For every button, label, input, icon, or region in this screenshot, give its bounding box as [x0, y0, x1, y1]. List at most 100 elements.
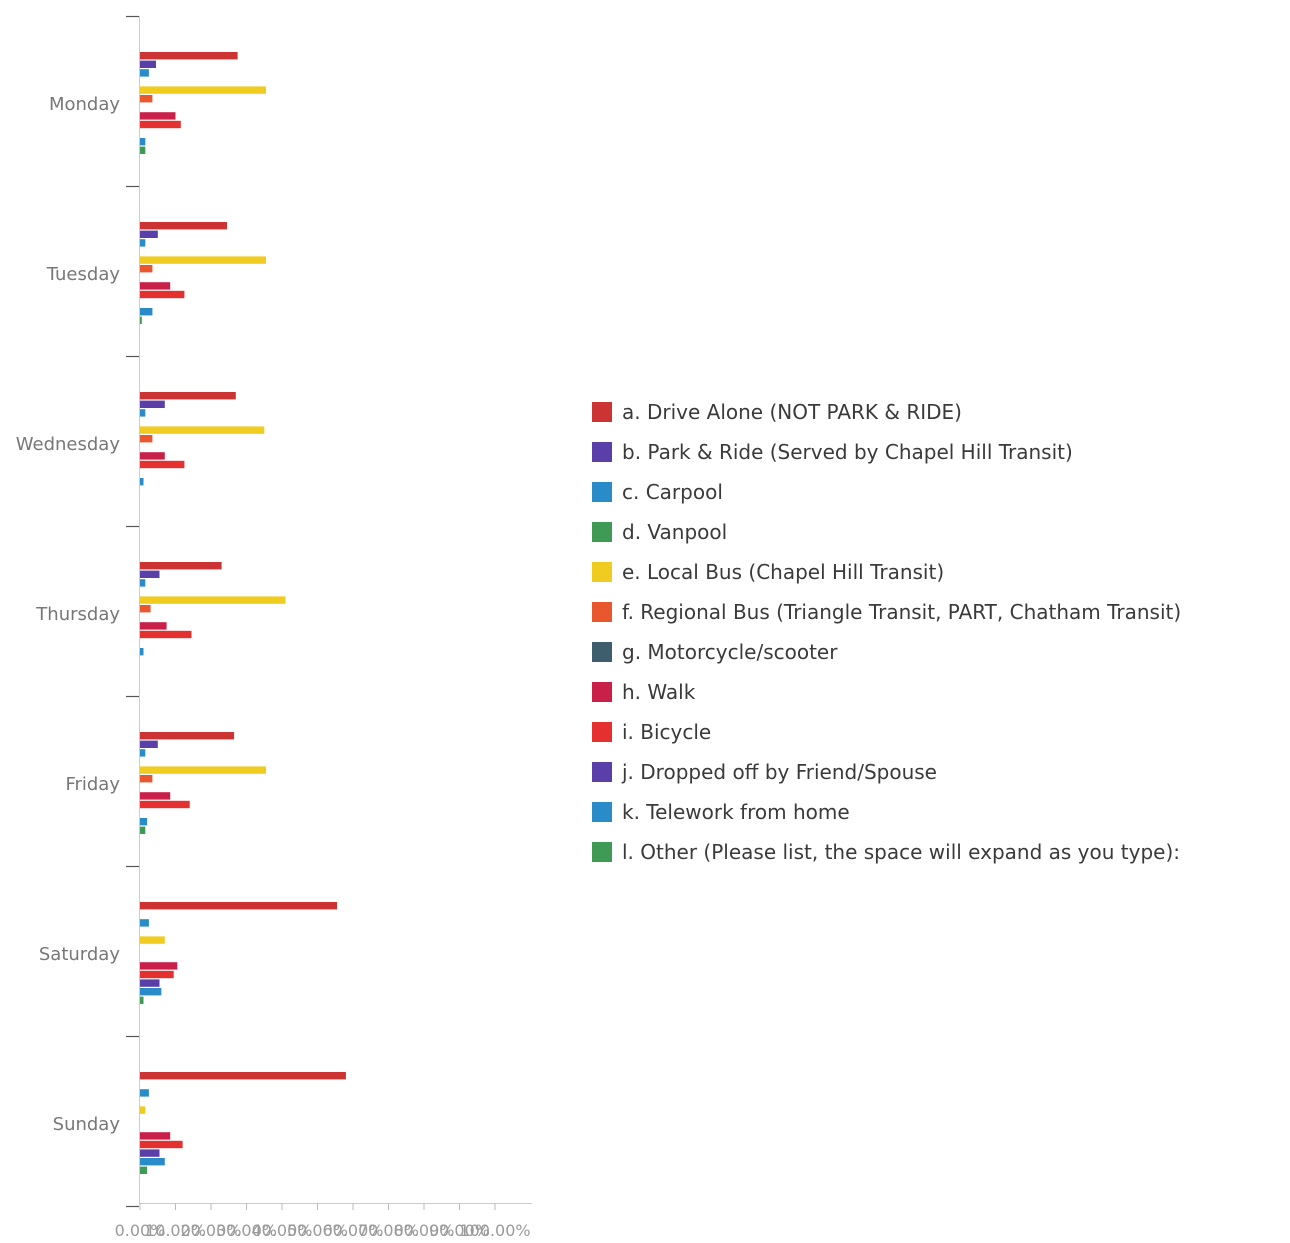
bar: [140, 732, 235, 740]
x-tick-label: 30.00%: [216, 1221, 277, 1240]
category-label: Monday: [49, 94, 120, 115]
legend-item: e. Local Bus (Chapel Hill Transit): [592, 552, 1181, 592]
bar: [140, 256, 266, 264]
bar: [140, 996, 144, 1004]
bar: [140, 392, 236, 400]
bar: [140, 648, 144, 656]
bar: [140, 112, 176, 120]
bar: [140, 766, 266, 774]
bar: [140, 775, 153, 783]
x-tick-label: 0.00%: [115, 1221, 166, 1240]
category-label: Saturday: [39, 944, 120, 965]
legend-swatch: [592, 722, 612, 742]
legend-swatch: [592, 482, 612, 502]
legend-label: i. Bicycle: [622, 720, 712, 744]
legend-label: l. Other (Please list, the space will ex…: [622, 840, 1180, 864]
bar: [140, 265, 153, 273]
bar: [140, 409, 146, 417]
bar: [140, 426, 265, 434]
bar: [140, 1158, 165, 1166]
legend-swatch: [592, 642, 612, 662]
legend-label: f. Regional Bus (Triangle Transit, PART,…: [622, 600, 1182, 624]
legend-item: g. Motorcycle/scooter: [592, 632, 1181, 672]
legend-swatch: [592, 762, 612, 782]
legend-label: a. Drive Alone (NOT PARK & RIDE): [622, 400, 962, 424]
legend-item: h. Walk: [592, 672, 1181, 712]
legend-swatch: [592, 402, 612, 422]
legend-label: d. Vanpool: [622, 520, 728, 544]
bar: [140, 1132, 171, 1140]
bar: [140, 579, 146, 587]
legend-swatch: [592, 522, 612, 542]
legend-item: i. Bicycle: [592, 712, 1181, 752]
bar: [140, 605, 151, 613]
x-tick-label: 70.00%: [358, 1221, 419, 1240]
bar: [140, 919, 149, 927]
legend-label: g. Motorcycle/scooter: [622, 640, 838, 664]
bar: [140, 800, 190, 809]
category-label: Thursday: [35, 604, 120, 625]
legend-swatch: [592, 562, 612, 582]
category-label: Wednesday: [16, 434, 121, 455]
bar: [140, 792, 171, 800]
bar: [140, 52, 238, 60]
legend-label: h. Walk: [622, 680, 696, 704]
bar: [140, 60, 156, 68]
bar: [140, 120, 181, 129]
legend-swatch: [592, 682, 612, 702]
x-tick-label: 40.00%: [251, 1221, 312, 1240]
legend-label: j. Dropped off by Friend/Spouse: [622, 760, 937, 784]
x-tick-label: 90.00%: [429, 1221, 490, 1240]
bar: [140, 630, 192, 639]
legend-label: c. Carpool: [622, 480, 723, 504]
bar: [140, 622, 167, 630]
bar: [140, 230, 158, 238]
legend-label: e. Local Bus (Chapel Hill Transit): [622, 560, 945, 584]
bar: [140, 970, 174, 979]
x-tick-label: 100.00%: [459, 1221, 530, 1240]
category-label: Sunday: [53, 1114, 121, 1135]
bar: [140, 749, 146, 757]
bar: [140, 95, 153, 103]
bar: [140, 146, 146, 154]
bar: [140, 86, 266, 94]
bar: [140, 316, 142, 324]
bar: [140, 979, 160, 987]
legend: a. Drive Alone (NOT PARK & RIDE) b. Park …: [592, 392, 1181, 872]
bar: [140, 282, 171, 290]
bar: [140, 1166, 148, 1174]
legend-label: k. Telework from home: [622, 800, 850, 824]
bar: [140, 826, 146, 834]
bar: [140, 1140, 183, 1149]
bar: [140, 290, 185, 299]
legend-swatch: [592, 442, 612, 462]
bar: [140, 222, 227, 230]
x-tick-label: 20.00%: [180, 1221, 241, 1240]
bar: [140, 962, 178, 970]
bar: [140, 740, 158, 748]
x-tick-label: 80.00%: [393, 1221, 454, 1240]
bar: [140, 478, 144, 486]
bar: [140, 1149, 160, 1157]
x-tick-label: 60.00%: [322, 1221, 383, 1240]
bar: [140, 460, 185, 469]
legend-item: l. Other (Please list, the space will ex…: [592, 832, 1181, 872]
x-tick-label: 10.00%: [145, 1221, 206, 1240]
bar: [140, 435, 153, 443]
bar: [140, 400, 165, 408]
bar: [140, 936, 165, 944]
bar: [140, 138, 146, 146]
bar-chart: Monday Tuesday Wednesday Thursday Friday Satu…: [16, 15, 532, 1240]
legend-swatch: [592, 602, 612, 622]
bar: [140, 902, 337, 910]
category-label: Friday: [65, 774, 120, 795]
bar: [140, 570, 160, 578]
legend-swatch: [592, 842, 612, 862]
legend-label: b. Park & Ride (Served by Chapel Hill Tr…: [622, 440, 1073, 464]
legend-item: f. Regional Bus (Triangle Transit, PART,…: [592, 592, 1181, 632]
bar: [140, 1106, 146, 1114]
legend-item: b. Park & Ride (Served by Chapel Hill Tr…: [592, 432, 1181, 472]
bar: [140, 988, 162, 996]
legend-item: j. Dropped off by Friend/Spouse: [592, 752, 1181, 792]
bar: [140, 239, 146, 247]
